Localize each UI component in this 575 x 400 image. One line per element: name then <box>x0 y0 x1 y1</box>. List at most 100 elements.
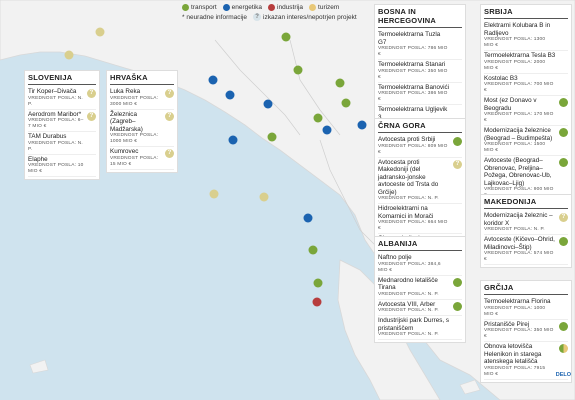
project-name: Naftno polje <box>378 254 412 261</box>
box-slovenija: SLOVENIJA Tir Koper–Divača VREDNOST POSLA:… <box>24 70 100 180</box>
credit: DELO <box>555 372 571 378</box>
project-value: VREDNOST POSLA: 1500 MIO € <box>484 142 546 153</box>
island-2 <box>29 359 49 374</box>
marker-energy <box>303 213 313 223</box>
industry-swatch <box>268 4 276 11</box>
interest-marker-icon: ? <box>165 149 174 158</box>
project-entry: Termoelektrarna Florina VREDNOST POSLA: 1… <box>484 297 568 320</box>
project-value: VREDNOST POSLA: 15 MIO € <box>110 155 159 167</box>
box-hrvaska: HRVAŠKA Luka Reka VREDNOST POSLA: 3000 MIO… <box>106 70 178 173</box>
project-entry: Kumrovec VREDNOST POSLA: 15 MIO €? <box>110 147 174 170</box>
project-name: Avtocesta proti Makedoniji (del jadransk… <box>378 158 439 196</box>
project-value: VREDNOST POSLA: N. P. <box>378 308 439 313</box>
project-entry: Avtocesta proti Srbiji VREDNOST POSLA: 80… <box>378 135 462 158</box>
project-entry: Tir Koper–Divača VREDNOST POSLA: N. P.? <box>28 87 96 110</box>
box-title: BOSNA IN HERCEGOVINA <box>378 7 462 28</box>
project-entry: Industrijski park Durres, s pristaniščem… <box>378 316 462 340</box>
energy-marker-icon <box>559 23 568 32</box>
marker-interest <box>64 50 74 60</box>
project-value: VREDNOST POSLA: N. P. <box>378 196 439 201</box>
transport-marker-icon <box>559 128 568 137</box>
interest-marker-icon: ? <box>87 111 96 121</box>
project-name: Elaphe <box>28 155 48 163</box>
project-name: Kostolac B3 <box>484 74 518 82</box>
question-icon: ? <box>253 13 262 21</box>
project-entry: Pristanišče Pirej VREDNOST POSLA: 350 MIO… <box>484 320 568 342</box>
energy-marker-icon <box>453 62 462 71</box>
project-name: Industrijski park Durres, s pristaniščem <box>378 317 450 332</box>
project-entry: TAM Durabus VREDNOST POSLA: N. P. <box>28 132 96 155</box>
industry-marker-icon <box>453 318 462 327</box>
project-name: Most (ez Donavo v Beogradu <box>484 97 537 112</box>
project-value: VREDNOST POSLA: 2000 MIO € <box>484 59 546 71</box>
project-value: VREDNOST POSLA: N. P. <box>484 227 545 232</box>
project-entry: Hidroelektrarni na Komarnici in Morači VR… <box>378 204 462 234</box>
project-name: Termoelektrarna Banovići <box>378 83 450 91</box>
marker-transport <box>281 32 291 42</box>
project-entry: Mednarodno letališče Tirana VREDNOST POSL… <box>378 276 462 300</box>
legend-note: * neuradne informacije <box>182 13 248 21</box>
box-title: ČRNA GORA <box>378 121 462 133</box>
marker-industry <box>312 297 322 307</box>
project-value: VREDNOST POSLA: 1000 MIO € <box>484 305 546 317</box>
project-entry: Termoelektrarna Stanari VREDNOST POSLA: 3… <box>378 60 462 83</box>
project-name: Avtoceste (Kičevo–Ohrid, Miladinovci–Šti… <box>484 236 555 251</box>
project-name: Obnova letovišča Helenikon in starega at… <box>484 343 542 365</box>
project-name: Modernizacija železnice (Beograd – Budim… <box>484 127 553 142</box>
energy-marker-icon <box>453 107 462 116</box>
project-value: VREDNOST POSLA: N. P. <box>378 291 439 297</box>
project-value: VREDNOST POSLA: 786 MIO € <box>378 46 448 57</box>
energy-swatch <box>222 4 230 11</box>
project-value: VREDNOST POSLA: N. P. <box>378 332 439 337</box>
project-entry: Avtocesta VIII, Arber VREDNOST POSLA: N. … <box>378 300 462 316</box>
marker-interest <box>259 192 269 202</box>
transport-marker-icon <box>559 158 568 167</box>
box-makedonija: MAKEDONIJA Modernizacija železnic – korid… <box>480 194 572 268</box>
marker-energy <box>208 75 218 85</box>
legend-transport: transport <box>182 4 217 11</box>
marker-energy <box>263 99 273 109</box>
project-value: VREDNOST POSLA: 809 MIO € <box>378 143 448 155</box>
interest-marker-icon: ? <box>165 89 174 98</box>
box-crnagora: ČRNA GORA Avtocesta proti Srbiji VREDNOST … <box>374 118 466 260</box>
transport-marker-icon <box>559 321 568 331</box>
project-entry: Avtocesta proti Makedoniji (del jadransk… <box>378 158 462 204</box>
legend: transport energetika industrija turizem … <box>182 4 372 23</box>
project-value: VREDNOST POSLA: 574 MIO € <box>484 251 554 262</box>
project-value: VREDNOST POSLA: N. P. <box>28 95 83 107</box>
project-name: Kumrovec <box>110 148 139 155</box>
transport-swatch <box>182 4 189 11</box>
energy-marker-icon <box>453 32 462 41</box>
project-name: Termoelektrarna Tuzla G7 <box>378 31 441 46</box>
project-value: VREDNOST POSLA: 3000 MIO € <box>110 95 159 107</box>
box-title: MAKEDONIJA <box>484 197 568 209</box>
legend-tourism: turizem <box>309 4 339 11</box>
project-value: VREDNOST POSLA: N. P. <box>28 140 83 152</box>
marker-transport <box>313 278 323 288</box>
box-title: ALBANIJA <box>378 239 462 251</box>
project-name: Termoelektrarna Tesla B3 <box>484 52 556 59</box>
project-name: Modernizacija železnic – koridor X <box>484 212 553 227</box>
box-grcija: GRČIJA Termoelektrarna Florina VREDNOST PO… <box>480 280 572 383</box>
project-name: Pristanišče Pirej <box>484 320 530 328</box>
project-name: Hidroelektrarni na Komarnici in Morači <box>378 205 434 220</box>
marker-transport <box>308 245 318 255</box>
project-value: VREDNOST POSLA: 350 MIO € <box>378 68 448 80</box>
interest-marker-icon: ? <box>559 213 568 222</box>
project-value: VREDNOST POSLA: 10 MIO € <box>28 163 84 174</box>
box-title: SRBIJA <box>484 7 568 19</box>
box-title: HRVAŠKA <box>110 73 174 85</box>
project-entry: Kostolac B3 VREDNOST POSLA: 700 MIO € <box>484 74 568 96</box>
project-name: Termoelektrarna Florina <box>484 298 551 305</box>
project-entry: Most (ez Donavo v Beogradu VREDNOST POSLA… <box>484 96 568 126</box>
project-value: VREDNOST POSLA: 664 MIO € <box>378 220 448 231</box>
project-value: VREDNOST POSLA: 1300 MIO € <box>484 37 546 48</box>
project-name: Elektrarni Kolubara B in Radljevo <box>484 22 551 37</box>
project-entry: Avtoceste (Kičevo–Ohrid, Miladinovci–Šti… <box>484 235 568 265</box>
project-name: Tir Koper–Divača <box>28 88 77 95</box>
project-entry: Termoelektrarna Tesla B3 VREDNOST POSLA: … <box>484 51 568 74</box>
half-marker-icon <box>559 344 568 353</box>
project-name: Avtocesta proti Srbiji <box>378 136 436 143</box>
project-entry: Luka Reka VREDNOST POSLA: 3000 MIO €? <box>110 87 174 110</box>
transport-marker-icon <box>453 277 462 287</box>
